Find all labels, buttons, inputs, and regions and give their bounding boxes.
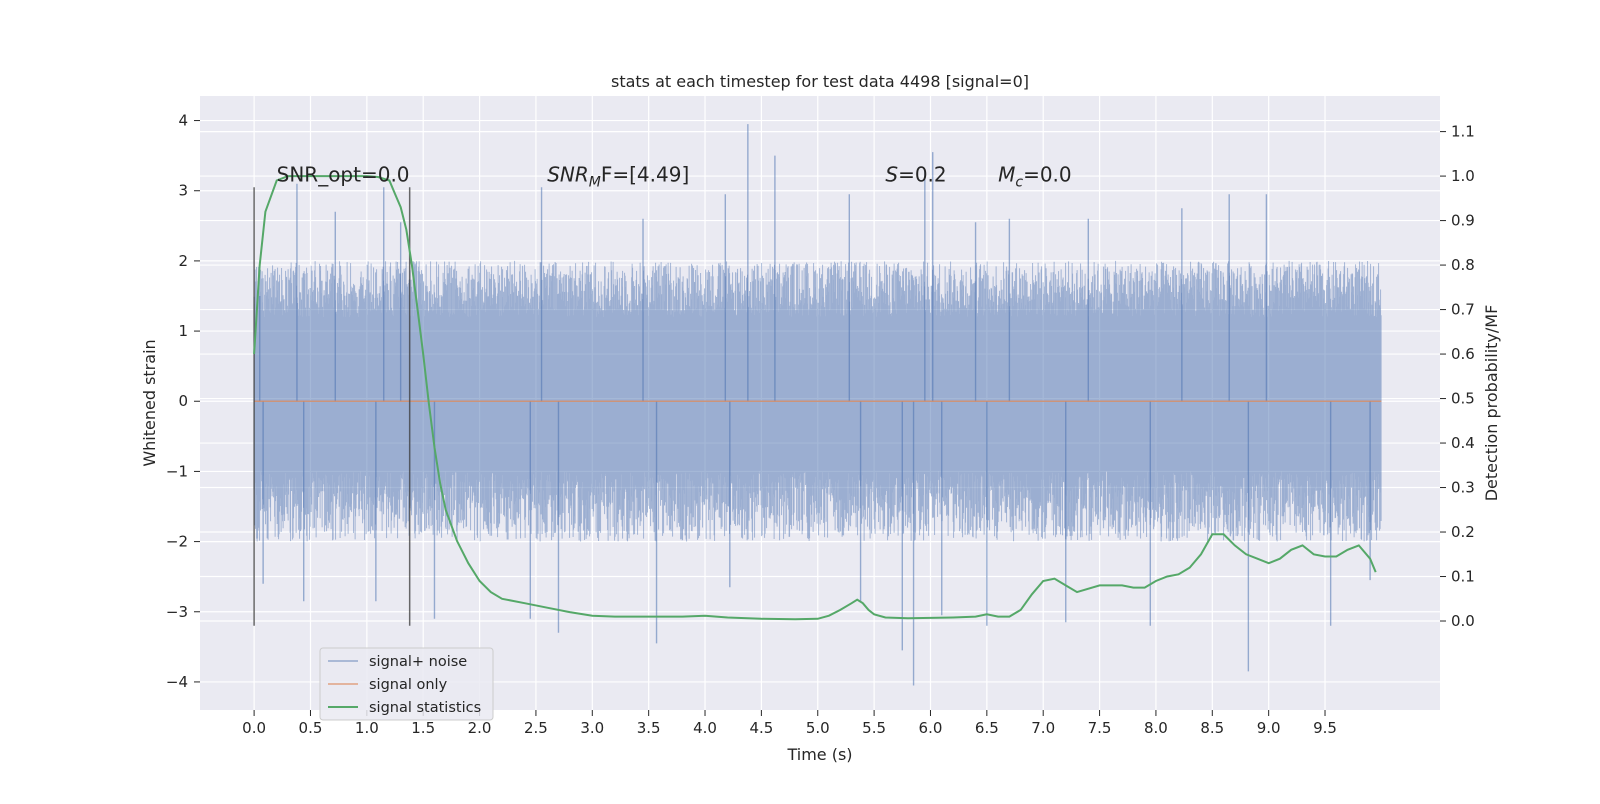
annotation-3: Mc=0.0 (998, 163, 1072, 191)
series-signal-statistics (253, 175, 1377, 621)
y-tick-label-right: 0.2 (1451, 523, 1475, 541)
lines-layer (253, 175, 1382, 626)
y-tick-label-right: 0.7 (1451, 301, 1475, 319)
legend-label-signal-noise: signal+ noise (369, 654, 467, 670)
y-axis-label-left: Whitened strain (140, 339, 159, 466)
x-tick-label: 0.5 (299, 719, 323, 737)
y-tick-label-right: 1.1 (1451, 123, 1475, 141)
x-axis-label: Time (s) (786, 745, 852, 764)
y-tick-label-left: 1 (178, 322, 188, 340)
y-tick-label-right: 1.0 (1451, 167, 1475, 185)
legend-label-signal-statistics: signal statistics (369, 700, 481, 716)
y-tick-label-left: −1 (166, 462, 188, 480)
x-tick-label: 2.0 (468, 719, 492, 737)
y-tick-label-left: −2 (166, 533, 188, 551)
axes-layer: 0.0 0.5 1.0 1.5 2.0 2.5 3.0 3.5 4.0 4.5 5.0 5.5 6.0 6… (166, 112, 1475, 737)
y-tick-label-right: 0.9 (1451, 212, 1475, 230)
x-tick-label: 3.0 (580, 719, 604, 737)
y-tick-label-right: 0.4 (1451, 434, 1475, 452)
annotation-2: S=0.2 (885, 163, 946, 187)
y-tick-label-left: 0 (178, 392, 188, 410)
x-tick-label: 6.0 (919, 719, 943, 737)
y-axis-label-right: Detection probability/MF (1482, 305, 1501, 502)
x-tick-label: 7.0 (1031, 719, 1055, 737)
y-tick-label-left: −3 (166, 603, 188, 621)
annotation-layer: SNR_opt=0.0 SNRMF=[4.49] S=0.2 Mc=0.0 (277, 163, 1072, 191)
annotation-1: SNRMF=[4.49] (547, 163, 689, 191)
chart-title: stats at each timestep for test data 449… (611, 72, 1029, 91)
annotation-0: SNR_opt=0.0 (277, 163, 410, 187)
y-tick-label-right: 0.3 (1451, 479, 1475, 497)
y-tick-label-right: 0.1 (1451, 568, 1475, 586)
y-tick-label-right: 0.0 (1451, 612, 1475, 630)
x-tick-label: 5.5 (862, 719, 886, 737)
x-tick-label: 3.5 (637, 719, 661, 737)
x-tick-label: 0.0 (242, 719, 266, 737)
x-tick-label: 8.5 (1200, 719, 1224, 737)
x-tick-label: 1.5 (411, 719, 435, 737)
legend-box (319, 647, 494, 721)
x-tick-label: 1.0 (355, 719, 379, 737)
x-tick-label: 9.5 (1313, 719, 1337, 737)
x-tick-label: 8.0 (1144, 719, 1168, 737)
y-tick-label-left: 3 (178, 182, 188, 200)
x-tick-label: 9.0 (1257, 719, 1281, 737)
y-tick-label-left: −4 (166, 673, 188, 691)
y-tick-label-left: 4 (178, 112, 188, 130)
x-tick-label: 2.5 (524, 719, 548, 737)
legend-label-signal-only: signal only (369, 677, 448, 693)
noise-layer (253, 124, 1382, 686)
x-tick-label: 4.5 (749, 719, 773, 737)
y-tick-label-right: 0.6 (1451, 345, 1475, 363)
legend: signal+ noise signal only signal statist… (319, 647, 494, 721)
x-tick-label: 6.5 (975, 719, 999, 737)
x-tick-label: 5.0 (806, 719, 830, 737)
y-tick-label-right: 0.5 (1451, 390, 1475, 408)
x-tick-label: 7.5 (1088, 719, 1112, 737)
y-tick-label-left: 2 (178, 252, 188, 270)
y-tick-label-right: 0.8 (1451, 256, 1475, 274)
x-tick-label: 4.0 (693, 719, 717, 737)
